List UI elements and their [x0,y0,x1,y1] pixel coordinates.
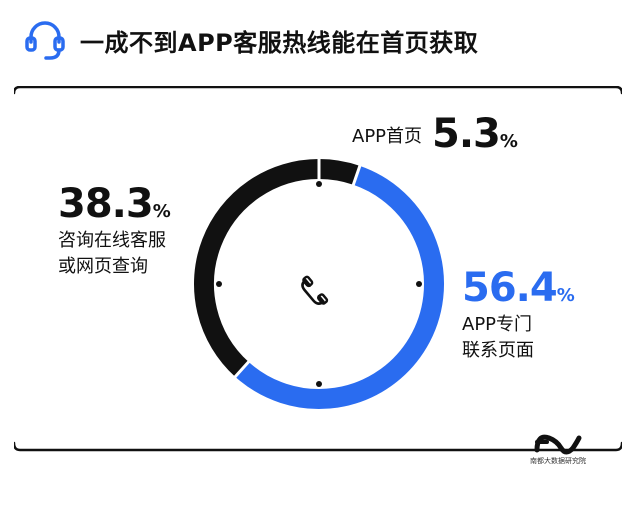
header: 一成不到APP客服热线能在首页获取 [22,16,478,64]
online-value: 38.3 [58,181,154,227]
brand-text: 南都大数据研究院 [530,457,586,465]
slice-separator-2 [233,360,251,379]
clock-dot-0 [316,181,322,187]
brand-logo [534,434,582,455]
online-unit: % [152,201,171,222]
page-title: 一成不到APP客服热线能在首页获取 [80,28,479,57]
online-desc-line1: 咨询在线客服 [58,230,166,251]
clock-dot-3 [216,281,222,287]
slice-0 [194,159,320,377]
headset-icon [25,21,65,60]
card-frame [14,86,622,452]
home-unit: % [499,131,518,152]
online-desc-line2: 或网页查询 [58,256,148,277]
chart-card [14,86,622,452]
home-value: 5.3 [432,111,501,157]
slice-1 [318,159,360,185]
home-desc: APP首页 [352,126,423,147]
app-contact-label: 56.4% APP专门 联系页面 [462,268,575,364]
online-service-label: 38.3% 咨询在线客服 或网页查询 [58,184,171,280]
clock-dot-2 [316,381,322,387]
contact-desc-line1: APP专门 [462,314,533,335]
app-home-label: APP首页 5.3% [352,114,518,154]
contact-unit: % [556,285,575,306]
contact-value: 56.4 [462,265,558,311]
slice-2 [235,165,444,409]
clock-dot-1 [416,281,422,287]
slice-separator-1 [351,164,362,187]
contact-desc-line2: 联系页面 [462,340,534,361]
phone-icon [301,275,329,305]
